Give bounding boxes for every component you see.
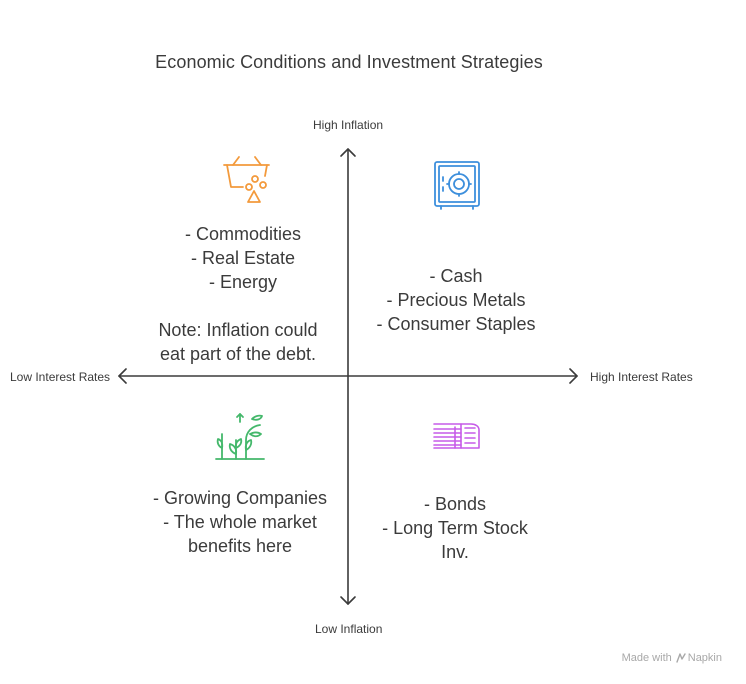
list-item: - The whole market: [163, 512, 317, 532]
list-item: - Growing Companies: [152, 488, 328, 508]
list-item: - Long Term Stock: [382, 518, 528, 538]
list-item: - Real Estate: [190, 248, 296, 268]
axis-label-low-inflation: Low Inflation: [315, 622, 383, 636]
axis-label-high-interest-rates: High Interest Rates: [590, 370, 693, 384]
horizontal-axis-left-arrow: [118, 368, 127, 384]
bottom-right-strategies: - Bonds - Long Term Stock Inv.: [355, 492, 555, 564]
shopping-basket-icon: [223, 156, 270, 203]
list-item: Inv.: [441, 542, 469, 562]
axis-label-low-interest-rates: Low Interest Rates: [10, 370, 111, 384]
napkin-watermark[interactable]: Made with Napkin: [622, 652, 722, 664]
list-item: benefits here: [187, 536, 293, 556]
growing-plant-icon: [215, 413, 265, 460]
napkin-logo-icon: [676, 653, 686, 663]
axis-label-high-inflation: High Inflation: [313, 118, 384, 132]
safe-icon: [434, 161, 480, 210]
vertical-axis-top-arrow: [340, 148, 356, 157]
inflation-note: Note: Inflation could eat part of the de…: [118, 318, 358, 366]
top-left-strategies: - Commodities - Real Estate - Energy: [143, 222, 343, 294]
watermark-prefix: Made with: [621, 652, 672, 664]
list-item: - Cash: [429, 266, 483, 286]
list-item: - Energy: [208, 272, 278, 292]
note-line: Note: Inflation could: [158, 320, 318, 340]
horizontal-axis-right-arrow: [569, 368, 578, 384]
top-right-strategies: - Cash - Precious Metals - Consumer Stap…: [356, 264, 556, 336]
money-stack-icon: [433, 423, 480, 449]
list-item: - Consumer Staples: [376, 314, 536, 334]
list-item: - Precious Metals: [386, 290, 526, 310]
vertical-axis-bottom-arrow: [340, 596, 356, 605]
diagram-title: Economic Conditions and Investment Strat…: [155, 52, 543, 72]
list-item: - Commodities: [184, 224, 302, 244]
bottom-left-strategies: - Growing Companies - The whole market b…: [125, 486, 355, 558]
note-line: eat part of the debt.: [159, 344, 317, 364]
watermark-brand: Napkin: [687, 652, 722, 664]
list-item: - Bonds: [423, 494, 487, 514]
